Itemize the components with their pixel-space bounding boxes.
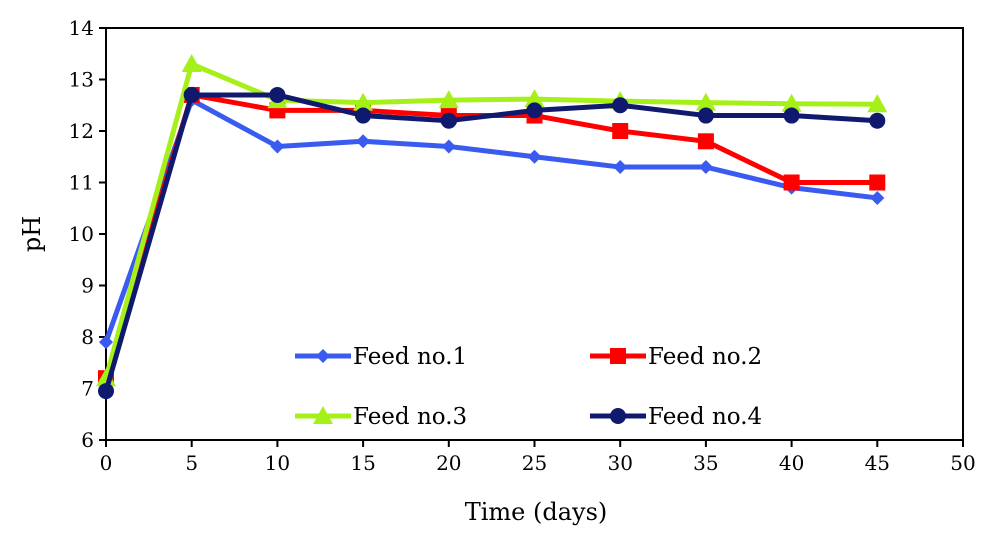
data-point — [356, 134, 371, 149]
data-point — [270, 139, 285, 154]
series-line — [103, 97, 878, 343]
legend-marker — [316, 349, 330, 363]
x-tick-label: 50 — [950, 451, 975, 475]
x-axis-title: Time (days) — [465, 498, 608, 526]
data-point — [441, 139, 456, 154]
y-tick-label: 9 — [81, 274, 94, 298]
data-point — [99, 335, 113, 350]
data-point — [183, 86, 200, 103]
data-point — [181, 54, 202, 73]
legend-item: Feed no.4 — [590, 404, 762, 430]
y-tick-label: 8 — [81, 325, 94, 349]
data-point — [870, 190, 885, 205]
legend-label: Feed no.1 — [353, 344, 467, 370]
data-point — [527, 149, 542, 164]
y-tick-label: 12 — [69, 119, 94, 143]
series-4 — [98, 86, 886, 400]
legend-item: Feed no.2 — [590, 344, 762, 370]
legend-item: Feed no.1 — [295, 344, 467, 370]
series-line — [103, 92, 878, 392]
x-tick-label: 40 — [779, 451, 804, 475]
data-point — [269, 86, 286, 103]
data-point — [695, 92, 716, 111]
series-group — [96, 54, 888, 400]
x-tick-label: 25 — [522, 451, 547, 475]
data-point — [781, 93, 802, 112]
data-point — [783, 107, 800, 124]
y-tick-label: 11 — [69, 171, 94, 195]
legend-label: Feed no.2 — [648, 344, 762, 370]
data-point — [869, 112, 886, 129]
x-tick-label: 45 — [865, 451, 890, 475]
y-tick-label: 14 — [69, 16, 94, 40]
data-point — [612, 123, 629, 139]
data-point — [353, 92, 374, 111]
data-point — [697, 133, 714, 150]
x-tick-label: 20 — [436, 451, 461, 475]
x-tick-label: 35 — [693, 451, 718, 475]
data-point — [613, 160, 628, 175]
x-tick-label: 5 — [185, 451, 198, 475]
data-point — [698, 160, 713, 175]
legend-label: Feed no.3 — [353, 404, 467, 430]
data-point — [355, 107, 372, 124]
y-tick-label: 13 — [69, 68, 94, 92]
data-point — [440, 112, 457, 129]
y-tick-label: 6 — [81, 428, 94, 452]
x-tick-label: 15 — [350, 451, 375, 475]
data-point — [526, 102, 543, 119]
x-tick-label: 0 — [100, 451, 113, 475]
legend-marker — [313, 406, 333, 424]
y-axis-title: pH — [18, 216, 46, 252]
data-point — [867, 94, 888, 113]
series-1 — [99, 93, 885, 350]
data-point — [783, 174, 800, 191]
data-point — [869, 174, 886, 191]
data-point — [438, 90, 459, 109]
data-point — [612, 97, 629, 114]
axis-ticks: 6 7 8 9 10 11 12 13 14 0 5 10 15 20 25 30 35 40 45 50 — [69, 16, 976, 475]
y-tick-label: 7 — [81, 377, 94, 401]
data-point — [98, 383, 114, 400]
x-tick-label: 30 — [607, 451, 632, 475]
legend-marker — [610, 348, 626, 364]
y-tick-label: 10 — [69, 222, 94, 246]
series-line — [103, 61, 878, 379]
x-tick-label: 10 — [265, 451, 290, 475]
legend: Feed no.1 Feed no.2 Feed no.3 Feed no.4 — [295, 344, 762, 430]
data-point — [697, 107, 714, 124]
legend-marker — [610, 408, 626, 424]
legend-label: Feed no.4 — [648, 404, 762, 430]
data-point — [524, 89, 545, 108]
legend-item: Feed no.3 — [295, 404, 467, 430]
